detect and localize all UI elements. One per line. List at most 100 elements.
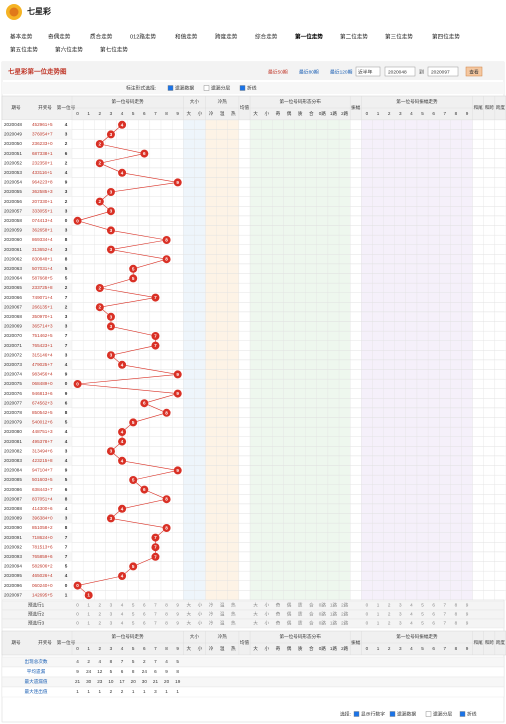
preselect-cell[interactable]: 温 bbox=[220, 620, 225, 627]
preselect-cell[interactable]: 2 bbox=[99, 612, 102, 617]
preselect-cell[interactable]: 0 bbox=[76, 621, 79, 626]
preselect-cell[interactable]: 9 bbox=[176, 612, 179, 617]
preselect-cell[interactable]: 6 bbox=[143, 621, 146, 626]
preselect-cell[interactable]: 8 bbox=[165, 621, 168, 626]
preselect-cell[interactable]: 4 bbox=[121, 612, 124, 617]
preselect-cell[interactable]: 冷 bbox=[209, 602, 214, 609]
preselect-cell[interactable]: 5 bbox=[421, 612, 424, 617]
preselect-cell[interactable]: 冷 bbox=[209, 620, 214, 627]
preselect-cell[interactable]: 8 bbox=[455, 621, 458, 626]
preselect-cell[interactable]: 奇 bbox=[276, 602, 281, 609]
checkbox-label[interactable]: 遗漏分层 bbox=[433, 710, 452, 717]
preselect-cell[interactable]: 质 bbox=[298, 611, 303, 618]
preselect-cell[interactable]: 7 bbox=[154, 612, 157, 617]
preselect-cell[interactable]: 0 bbox=[366, 612, 369, 617]
preselect-cell[interactable]: 1 bbox=[87, 612, 90, 617]
preselect-cell[interactable]: 5 bbox=[421, 603, 424, 608]
preselect-cell[interactable]: 0 bbox=[366, 603, 369, 608]
preselect-cell[interactable]: 2 bbox=[388, 612, 391, 617]
preselect-cell[interactable]: 小 bbox=[264, 602, 269, 609]
checkbox[interactable] bbox=[389, 711, 396, 717]
preselect-cell[interactable]: 0 bbox=[76, 612, 79, 617]
nav-link[interactable]: 基本走势 bbox=[10, 32, 33, 40]
preselect-cell[interactable]: 大 bbox=[187, 611, 192, 618]
preselect-cell[interactable]: 3 bbox=[110, 621, 113, 626]
checkbox-label[interactable]: 遗漏数据 bbox=[175, 84, 194, 91]
nav-link[interactable]: 第三位走势 bbox=[385, 32, 413, 40]
preselect-cell[interactable]: 1 bbox=[87, 621, 90, 626]
nav-link[interactable]: 第四位走势 bbox=[432, 32, 460, 40]
preselect-cell[interactable]: 7 bbox=[444, 621, 447, 626]
preselect-cell[interactable]: 2路 bbox=[341, 611, 349, 618]
preselect-cell[interactable]: 5 bbox=[132, 621, 135, 626]
nav-link[interactable]: 第七位走势 bbox=[100, 45, 128, 53]
view-label[interactable]: 查看 bbox=[469, 68, 479, 75]
preselect-cell[interactable]: 6 bbox=[432, 621, 435, 626]
preselect-cell[interactable]: 小 bbox=[198, 620, 203, 627]
preselect-cell[interactable]: 8 bbox=[455, 612, 458, 617]
select-value[interactable]: 近半年 bbox=[358, 68, 373, 75]
preselect-cell[interactable]: 5 bbox=[132, 603, 135, 608]
nav-link[interactable]: 质合走势 bbox=[90, 32, 113, 40]
preselect-cell[interactable]: 合 bbox=[309, 602, 314, 609]
preselect-cell[interactable]: 2 bbox=[388, 603, 391, 608]
view-button[interactable] bbox=[465, 66, 483, 77]
preselect-cell[interactable]: 合 bbox=[309, 620, 314, 627]
nav-link[interactable]: 综合走势 bbox=[255, 32, 278, 40]
preselect-cell[interactable]: 7 bbox=[154, 603, 157, 608]
preselect-cell[interactable]: 小 bbox=[264, 620, 269, 627]
preselect-cell[interactable]: 6 bbox=[143, 612, 146, 617]
preselect-cell[interactable]: 偶 bbox=[287, 602, 292, 609]
preselect-cell[interactable]: 偶 bbox=[287, 611, 292, 618]
quick-range[interactable]: 最近120期 bbox=[330, 68, 353, 75]
preselect-cell[interactable]: 0路 bbox=[319, 620, 327, 627]
preselect-cell[interactable]: 0路 bbox=[319, 611, 327, 618]
select-box[interactable] bbox=[355, 66, 381, 77]
preselect-cell[interactable]: 6 bbox=[432, 612, 435, 617]
preselect-cell[interactable]: 质 bbox=[298, 602, 303, 609]
preselect-cell[interactable]: 0路 bbox=[319, 602, 327, 609]
preselect-cell[interactable]: 热 bbox=[231, 611, 236, 618]
checkbox[interactable] bbox=[425, 711, 432, 717]
preselect-cell[interactable]: 4 bbox=[410, 612, 413, 617]
checkbox-label[interactable]: 遗漏数据 bbox=[397, 710, 416, 717]
preselect-cell[interactable]: 8 bbox=[455, 603, 458, 608]
preselect-cell[interactable]: 9 bbox=[466, 612, 469, 617]
preselect-cell[interactable]: 冷 bbox=[209, 611, 214, 618]
preselect-cell[interactable]: 7 bbox=[444, 612, 447, 617]
preselect-cell[interactable]: 1路 bbox=[330, 602, 338, 609]
preselect-cell[interactable]: 3 bbox=[110, 603, 113, 608]
preselect-cell[interactable]: 2 bbox=[99, 621, 102, 626]
preselect-cell[interactable]: 3 bbox=[399, 612, 402, 617]
preselect-cell[interactable]: 7 bbox=[444, 603, 447, 608]
preselect-cell[interactable]: 小 bbox=[198, 602, 203, 609]
from-input[interactable] bbox=[384, 66, 416, 77]
preselect-cell[interactable]: 8 bbox=[165, 612, 168, 617]
checkbox-label[interactable]: 显示行数字 bbox=[361, 710, 385, 717]
preselect-cell[interactable]: 1 bbox=[377, 603, 380, 608]
preselect-cell[interactable]: 5 bbox=[132, 612, 135, 617]
checkbox[interactable] bbox=[239, 85, 246, 91]
preselect-cell[interactable]: 9 bbox=[176, 603, 179, 608]
preselect-cell[interactable]: 小 bbox=[198, 611, 203, 618]
quick-range[interactable]: 最近80期 bbox=[299, 68, 319, 75]
preselect-cell[interactable]: 1路 bbox=[330, 620, 338, 627]
preselect-cell[interactable]: 大 bbox=[253, 602, 258, 609]
preselect-cell[interactable]: 大 bbox=[187, 620, 192, 627]
quick-range[interactable]: 最近50期 bbox=[268, 68, 288, 75]
preselect-cell[interactable]: 9 bbox=[466, 621, 469, 626]
checkbox-label[interactable]: 遗漏分层 bbox=[211, 84, 230, 91]
to-value[interactable]: 2020097 bbox=[431, 69, 450, 75]
preselect-cell[interactable]: 0 bbox=[366, 621, 369, 626]
to-input[interactable] bbox=[427, 66, 459, 77]
nav-link[interactable]: 跨度走势 bbox=[215, 32, 238, 40]
preselect-cell[interactable]: 温 bbox=[220, 611, 225, 618]
preselect-cell[interactable]: 8 bbox=[165, 603, 168, 608]
nav-link[interactable]: 第五位走势 bbox=[10, 45, 38, 53]
preselect-cell[interactable]: 3 bbox=[399, 603, 402, 608]
checkbox[interactable] bbox=[203, 85, 210, 91]
preselect-cell[interactable]: 9 bbox=[176, 621, 179, 626]
preselect-cell[interactable]: 3 bbox=[399, 621, 402, 626]
checkbox[interactable] bbox=[459, 711, 466, 717]
preselect-cell[interactable]: 4 bbox=[410, 621, 413, 626]
